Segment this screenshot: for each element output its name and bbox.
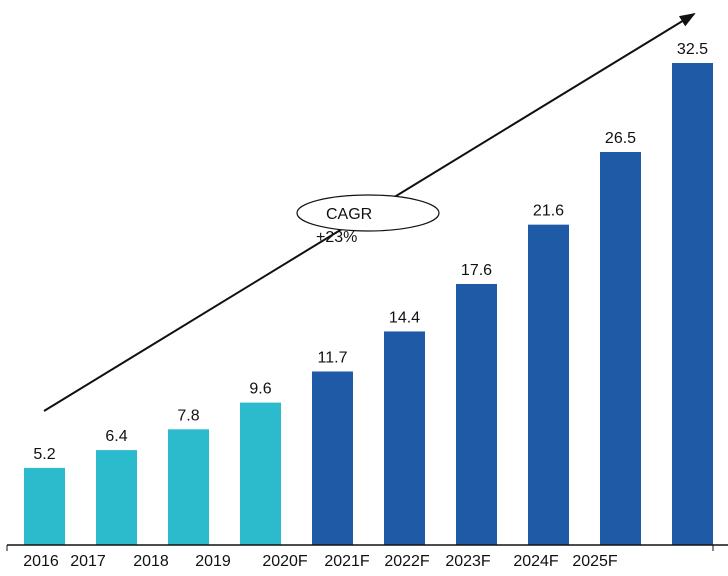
- data-label-2019: 9.6: [249, 381, 271, 398]
- cagr-label-line1: CAGR: [326, 206, 372, 223]
- bars-layer: [24, 63, 713, 545]
- x-tick-label-2021F: 2021F: [324, 553, 370, 570]
- x-tick-label-2023F: 2023F: [445, 553, 491, 570]
- x-tick-label-2025F: 2025F: [572, 553, 618, 570]
- bar-2017: [96, 450, 137, 545]
- bar-2019: [240, 402, 281, 545]
- x-tick-label-2022F: 2022F: [384, 553, 430, 570]
- data-label-2021F: 14.4: [389, 309, 420, 326]
- bar-2020F: [312, 371, 353, 545]
- data-label-2023F: 21.6: [533, 203, 564, 220]
- x-tick-label-2019: 2019: [195, 553, 231, 570]
- data-label-2020F: 11.7: [318, 349, 348, 366]
- x-tick-label-2017: 2017: [70, 553, 106, 570]
- data-label-2025F: 32.5: [677, 41, 708, 58]
- data-label-2022F: 17.6: [461, 262, 492, 279]
- bar-2025F: [672, 63, 713, 545]
- x-axis-tick-labels: 2016 2017 2018 2019 2020F 2021F 2022F 2023F 2024…: [23, 553, 618, 570]
- bar-2022F: [456, 283, 497, 545]
- bar-2018: [168, 429, 209, 545]
- x-tick-label-2024F: 2024F: [513, 553, 559, 570]
- bar-2023F: [528, 224, 569, 545]
- data-label-2016: 5.2: [33, 446, 55, 463]
- data-label-2017: 6.4: [105, 428, 127, 445]
- bar-2021F: [384, 331, 425, 545]
- data-label-2018: 7.8: [177, 407, 199, 424]
- x-tick-label-2020F: 2020F: [262, 553, 308, 570]
- data-label-2024F: 26.5: [605, 130, 636, 147]
- x-tick-label-2016: 2016: [23, 553, 59, 570]
- cagr-ellipse: [296, 194, 440, 232]
- cagr-label-line2: +23%: [316, 229, 357, 246]
- x-tick-label-2018: 2018: [133, 553, 169, 570]
- bar-2024F: [600, 151, 641, 545]
- data-labels-layer: 5.2 6.4 7.8 9.6 11.7 14.4 17.6 21.6 26.5 32.5: [33, 41, 708, 463]
- bar-2016: [24, 467, 65, 545]
